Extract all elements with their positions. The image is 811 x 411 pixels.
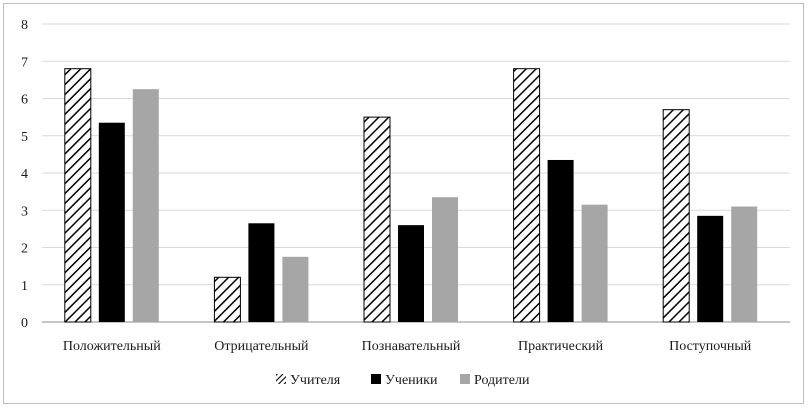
bar-2-3 bbox=[398, 225, 424, 322]
y-tick-label: 7 bbox=[21, 55, 28, 70]
y-tick-label: 3 bbox=[21, 204, 28, 219]
x-category-label: Практический bbox=[518, 339, 604, 354]
y-tick-label: 4 bbox=[21, 167, 28, 182]
bar-2-2 bbox=[248, 223, 275, 322]
x-category-label: Познавательный bbox=[362, 339, 461, 354]
y-tick-label: 0 bbox=[21, 316, 28, 331]
x-category-label: Отрицательный bbox=[214, 339, 309, 354]
y-tick-label: 6 bbox=[21, 93, 28, 108]
bar-3-3 bbox=[432, 197, 458, 322]
bar-1-4 bbox=[513, 68, 541, 323]
bar-1-2 bbox=[213, 276, 241, 323]
bar-3-2 bbox=[282, 256, 309, 322]
bar-2-5 bbox=[697, 215, 724, 322]
x-axis: Положительный Отрицательный Познавательный… bbox=[63, 339, 752, 354]
bar-1-1 bbox=[64, 68, 92, 323]
y-tick-label: 5 bbox=[21, 130, 28, 145]
bar-3-5 bbox=[731, 206, 758, 322]
legend-label: Учителя bbox=[290, 373, 341, 388]
legend-swatch bbox=[460, 374, 470, 384]
legend-label: Ученики bbox=[385, 373, 438, 388]
y-tick-label: 8 bbox=[21, 18, 28, 33]
y-tick-label: 2 bbox=[21, 242, 28, 257]
bars bbox=[64, 68, 758, 323]
x-category-label: Поступочный bbox=[669, 339, 752, 354]
bar-1-3 bbox=[363, 116, 391, 323]
legend-swatch bbox=[276, 374, 286, 384]
y-axis: 0 1 2 3 4 5 6 7 8 bbox=[21, 18, 28, 331]
bar-3-4 bbox=[581, 204, 608, 322]
bar-1-5 bbox=[662, 109, 690, 323]
legend-label: Родители bbox=[474, 373, 530, 388]
x-category-label: Положительный bbox=[63, 339, 161, 354]
y-tick-label: 1 bbox=[21, 279, 28, 294]
bar-3-1 bbox=[132, 89, 159, 322]
legend-swatch bbox=[371, 374, 381, 384]
bar-2-4 bbox=[547, 159, 574, 322]
legend: Учителя Ученики Родители bbox=[276, 373, 530, 388]
bar-2-1 bbox=[98, 122, 125, 323]
